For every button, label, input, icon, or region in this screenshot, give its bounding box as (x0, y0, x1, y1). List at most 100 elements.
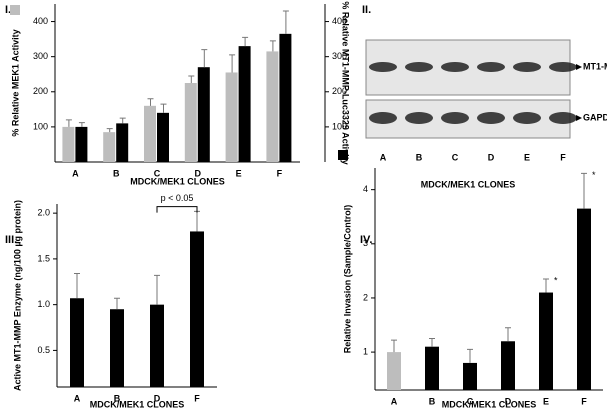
error-bar (114, 297, 120, 310)
error-bar (201, 49, 208, 68)
bar (279, 33, 292, 162)
x-tick-label: A (74, 393, 81, 403)
bar (425, 346, 439, 390)
y-tick-label: 300 (33, 51, 48, 61)
y-axis-label: Active MT1-MMP Enzyme (ng/100 µg protein… (12, 200, 22, 391)
error-bar (282, 10, 289, 34)
x-tick-label: D (505, 396, 512, 406)
x-tick-label: B (429, 396, 436, 406)
y-tick-label: 0.5 (37, 345, 50, 355)
y-tick-label: 400 (33, 16, 48, 26)
blot-band (549, 112, 577, 124)
blot-band (549, 62, 577, 72)
blot-band (513, 62, 541, 72)
significance-bracket (156, 206, 198, 213)
panel-label: I. (5, 4, 11, 16)
x-tick-label: B (113, 168, 120, 178)
y-tick-label: 2.0 (37, 208, 50, 218)
band-label: MT1-MMP (583, 61, 607, 71)
error-bar (505, 327, 511, 342)
error-bar (543, 278, 549, 293)
y-tick-label: 200 (33, 86, 48, 96)
error-bar (154, 274, 160, 305)
y-tick-label: 1 (363, 346, 368, 356)
y-tick-label: 3 (363, 238, 368, 248)
x-axis-label: MDCK/MEK1 CLONES (442, 399, 537, 409)
x-tick-label: D (195, 168, 202, 178)
bar (75, 126, 88, 162)
x-tick-label: A (391, 396, 398, 406)
band-pointer (576, 115, 582, 121)
error-bar (269, 40, 276, 52)
x-tick-label: B (114, 393, 121, 403)
error-bar (391, 339, 397, 353)
y-tick-label: 2 (363, 292, 368, 302)
legend-swatch (338, 150, 348, 160)
bar (238, 46, 251, 163)
x-tick-label: F (194, 393, 200, 403)
bar (387, 352, 401, 390)
error-bar (119, 117, 126, 124)
blot-x-label: MDCK/MEK1 CLONES (421, 179, 516, 189)
x-tick-label: C (154, 168, 161, 178)
panel-label: II. (362, 4, 371, 16)
y2-tick-label: 400 (332, 16, 347, 26)
y-tick-label: 1.0 (37, 299, 50, 309)
x-tick-label: A (72, 168, 79, 178)
bar (190, 231, 204, 387)
x-tick-label: F (581, 396, 587, 406)
error-bar (581, 172, 587, 209)
blot-band (405, 62, 433, 72)
bar (225, 72, 238, 162)
bar (70, 298, 84, 387)
error-bar (429, 338, 435, 347)
bar (62, 126, 75, 162)
x-tick-label: C (467, 396, 474, 406)
bar (266, 51, 279, 162)
bar (539, 292, 553, 390)
lane-label: D (488, 152, 495, 162)
lane-label: E (524, 152, 530, 162)
error-bar (242, 36, 249, 47)
bar (150, 304, 164, 387)
lane-label: C (452, 152, 459, 162)
bar (103, 132, 116, 162)
lane-label: B (416, 152, 423, 162)
error-bar (78, 122, 85, 127)
error-bar (160, 103, 167, 113)
bar (463, 362, 477, 390)
blot-band (405, 112, 433, 124)
bar (110, 309, 124, 387)
annotation: p < 0.05 (161, 193, 194, 203)
blot-band (513, 112, 541, 124)
bar (144, 105, 156, 162)
y2-tick-label: 300 (332, 51, 347, 61)
bar (157, 112, 169, 162)
error-bar (229, 54, 236, 73)
error-bar (147, 98, 154, 106)
bar (501, 341, 515, 390)
error-bar (74, 273, 80, 299)
legend-label: % Relative MT1-MMP-Luc3329 Activity (341, 1, 351, 164)
x-tick-label: D (154, 393, 161, 403)
significance-mark: * (554, 275, 558, 285)
x-axis-label: MDCK/MEK1 CLONES (130, 176, 225, 186)
x-tick-label: E (236, 168, 242, 178)
x-axis-label: MDCK/MEK1 CLONES (90, 399, 185, 409)
blot-band (369, 62, 397, 72)
panel-label: III. (5, 234, 17, 246)
significance-mark: * (592, 170, 596, 180)
error-bar (106, 128, 113, 133)
error-bar (467, 348, 473, 363)
x-tick-label: E (543, 396, 549, 406)
bar (197, 67, 210, 162)
bar (116, 123, 129, 162)
y-tick-label: 100 (33, 121, 48, 131)
lane-label: A (380, 152, 387, 162)
error-bar (188, 75, 195, 83)
y-tick-label: 4 (363, 184, 368, 194)
bar (577, 208, 591, 390)
error-bar (194, 210, 200, 232)
